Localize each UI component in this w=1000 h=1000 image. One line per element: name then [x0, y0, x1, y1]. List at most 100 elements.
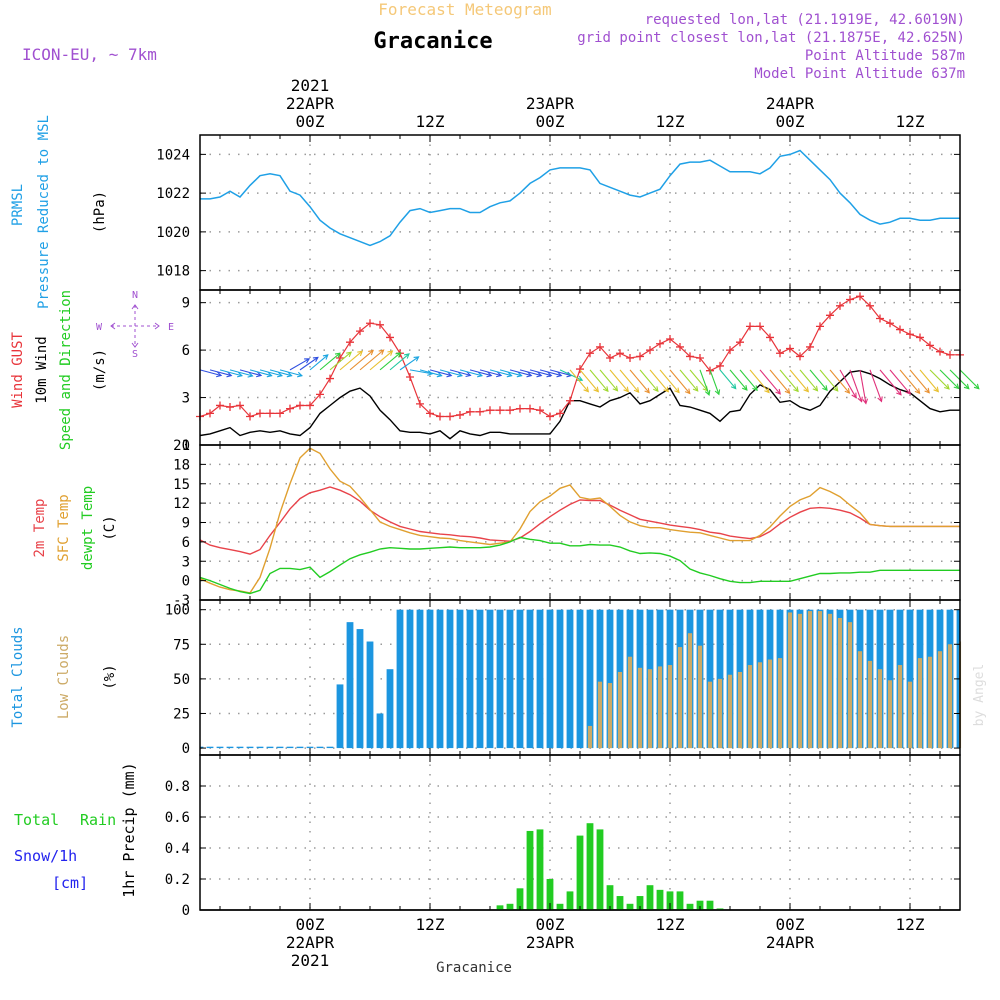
cloud-total-bar	[416, 609, 424, 749]
wind-arrow	[759, 369, 781, 395]
cloud-total-bar	[546, 609, 554, 749]
gust-marker	[896, 325, 904, 334]
gust-marker	[456, 410, 464, 419]
wind-arrow	[199, 369, 222, 377]
rain-bar	[496, 905, 504, 910]
wind-arrow-head	[395, 352, 402, 358]
cloud-total-bar	[336, 684, 344, 749]
temp-2m-line	[199, 486, 960, 555]
ytick-label-precip: 0.4	[165, 841, 190, 857]
cloud-total-bar	[256, 746, 264, 749]
wind-arrow-head	[857, 396, 863, 403]
gust-marker	[306, 401, 314, 410]
cloud-low-bar	[827, 613, 833, 749]
ytick-label-temperature: 21	[173, 438, 190, 454]
model-altitude: Model Point Altitude 637m	[754, 66, 965, 82]
wind-arrow-head	[226, 371, 233, 378]
legend-10m-wind: 10m Wind	[34, 336, 50, 403]
legend-low-clouds: Low Clouds	[56, 635, 72, 719]
wind-arrow-head	[413, 356, 420, 362]
time-label-bottom: 00Z	[296, 915, 325, 934]
wind-arrow-head	[652, 386, 659, 393]
cloud-total-bar	[346, 622, 354, 749]
cloud-low-bar	[607, 683, 613, 749]
wind-arrow	[259, 369, 283, 377]
model-label: ICON-EU, ~ 7km	[22, 45, 157, 64]
gust-marker	[536, 406, 544, 415]
wind-arrow	[749, 369, 770, 393]
wind-arrow	[839, 369, 857, 398]
legend-dewpt-temp: dewpt Temp	[80, 486, 96, 570]
cloud-low-bar	[777, 658, 783, 749]
wind-arrow	[809, 369, 828, 391]
wind-arrow	[959, 369, 980, 390]
rain-bar	[716, 908, 724, 910]
ytick-label-precip: 0.2	[165, 872, 190, 888]
wind-arrow	[379, 352, 401, 371]
wind-arrow	[479, 369, 502, 377]
ytick-label-precip: 0.8	[165, 779, 190, 795]
ytick-label-temperature: -3	[173, 593, 190, 609]
rain-bar	[506, 903, 514, 910]
cloud-total-bar	[356, 629, 364, 749]
wind-arrow-head	[812, 385, 819, 392]
wind-arrow-head	[851, 392, 857, 399]
gust-marker	[906, 330, 914, 339]
wind-arrow-head	[256, 371, 263, 378]
wind-arrow-head	[877, 396, 883, 403]
rain-bar	[656, 889, 664, 910]
wind-arrow-head	[266, 371, 273, 378]
time-label-top: 12Z	[656, 112, 685, 131]
gust-marker	[386, 333, 394, 342]
wind-arrow	[239, 369, 262, 377]
cloud-total-bar	[706, 609, 714, 749]
wind-arrow	[619, 369, 640, 393]
wind-arrow	[679, 369, 699, 392]
wind-arrow	[569, 369, 589, 392]
wind-arrow	[889, 369, 911, 395]
cloud-low-bar	[687, 633, 693, 749]
requested-coords: requested lon,lat (21.1919E, 42.6019N)	[645, 12, 965, 28]
super-title: Forecast Meteogram	[378, 0, 551, 19]
gust-marker	[676, 342, 684, 351]
wind-arrow-head	[286, 371, 293, 378]
cloud-low-bar	[697, 645, 703, 749]
wind-arrow-head	[742, 384, 748, 391]
wind-arrow-head	[704, 389, 711, 396]
cloud-low-bar	[757, 662, 763, 749]
ytick-label-clouds: 25	[173, 706, 190, 722]
wind-arrow	[699, 369, 710, 396]
rain-bar	[686, 903, 694, 910]
wind-arrow	[629, 369, 650, 394]
legend-rain: Rain	[80, 811, 116, 829]
wind-arrow	[309, 354, 329, 371]
wind-arrow-head	[663, 386, 670, 393]
wind-arrow	[419, 369, 442, 377]
gust-marker	[646, 346, 654, 355]
cloud-total-bar	[206, 746, 214, 749]
wind-arrow	[439, 369, 463, 377]
gust-marker	[516, 404, 524, 413]
wind-arrow-head	[583, 386, 590, 393]
wind-arrow	[599, 369, 618, 392]
time-label-top: 00Z	[296, 112, 325, 131]
compass-n: N	[132, 290, 138, 301]
wind-arrow	[579, 369, 599, 392]
wind-arrow	[739, 369, 758, 391]
ytick-label-temperature: 3	[182, 554, 190, 570]
wind-arrow	[549, 369, 572, 377]
wind-arrow-head	[714, 389, 721, 396]
cloud-total-bar	[426, 609, 434, 749]
time-label-bottom: 12Z	[896, 915, 925, 934]
wind-arrow	[729, 369, 748, 391]
wind-arrow	[829, 369, 850, 394]
gust-marker	[236, 401, 244, 410]
wind-arrow-head	[623, 386, 630, 393]
cloud-total-bar	[486, 609, 494, 749]
rain-bar	[616, 896, 624, 910]
wind-arrow	[389, 353, 410, 371]
wind-speed-line	[199, 369, 960, 440]
wind-arrow-head	[953, 383, 960, 390]
wind-arrow	[369, 350, 393, 371]
footer-location: Gracanice	[436, 960, 512, 976]
